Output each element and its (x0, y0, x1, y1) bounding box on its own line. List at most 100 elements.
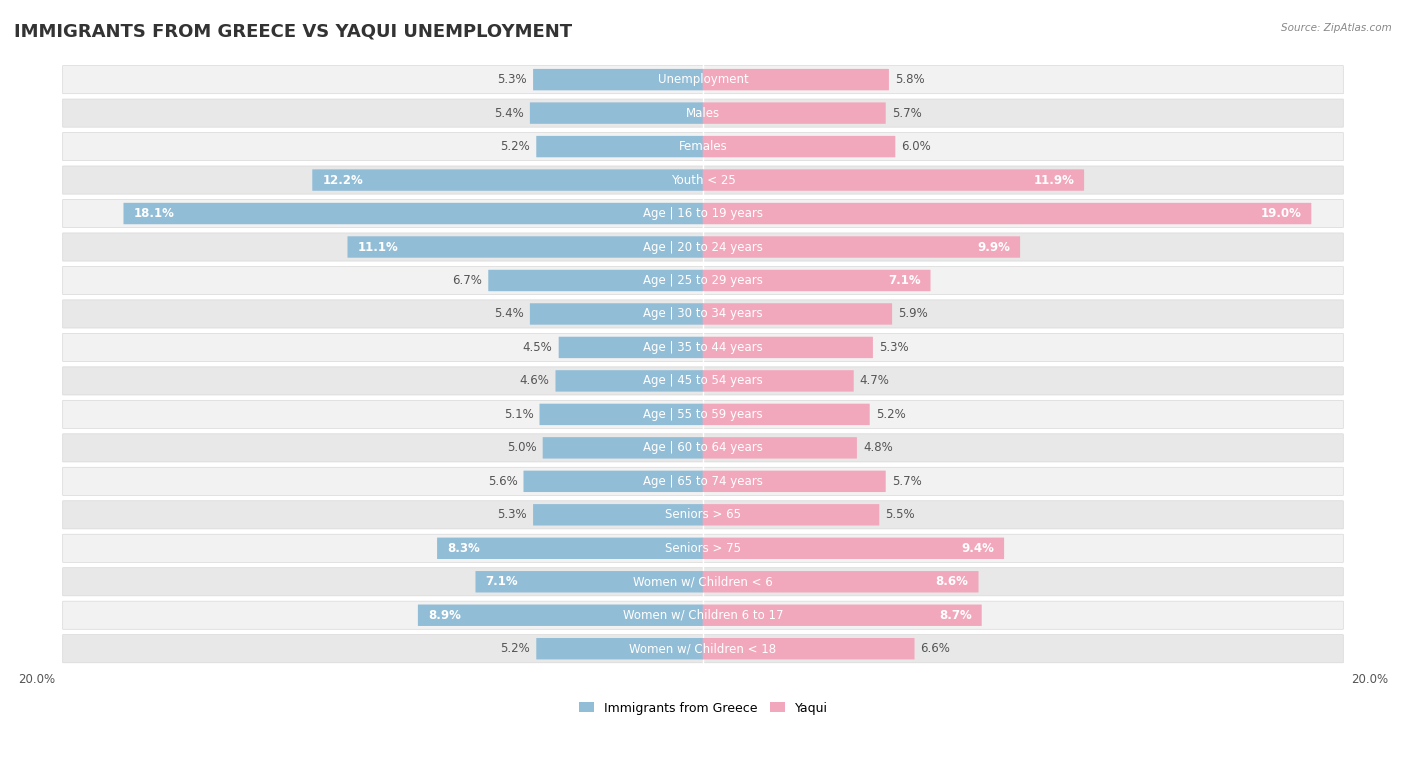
FancyBboxPatch shape (63, 400, 1343, 428)
Text: 6.0%: 6.0% (901, 140, 931, 153)
Text: 5.4%: 5.4% (494, 107, 524, 120)
Text: 5.2%: 5.2% (501, 140, 530, 153)
FancyBboxPatch shape (703, 304, 893, 325)
Text: Age | 65 to 74 years: Age | 65 to 74 years (643, 475, 763, 488)
FancyBboxPatch shape (558, 337, 703, 358)
Text: Seniors > 65: Seniors > 65 (665, 508, 741, 522)
Text: IMMIGRANTS FROM GREECE VS YAQUI UNEMPLOYMENT: IMMIGRANTS FROM GREECE VS YAQUI UNEMPLOY… (14, 23, 572, 41)
Text: 8.9%: 8.9% (427, 609, 461, 621)
Text: Age | 25 to 29 years: Age | 25 to 29 years (643, 274, 763, 287)
Text: Youth < 25: Youth < 25 (671, 173, 735, 186)
FancyBboxPatch shape (543, 437, 703, 459)
FancyBboxPatch shape (703, 136, 896, 157)
Text: 5.4%: 5.4% (494, 307, 524, 320)
Text: Age | 45 to 54 years: Age | 45 to 54 years (643, 375, 763, 388)
FancyBboxPatch shape (63, 266, 1343, 294)
Text: 5.2%: 5.2% (876, 408, 905, 421)
Text: 5.8%: 5.8% (896, 73, 925, 86)
FancyBboxPatch shape (63, 634, 1343, 663)
Text: 18.1%: 18.1% (134, 207, 174, 220)
FancyBboxPatch shape (437, 537, 703, 559)
Text: Unemployment: Unemployment (658, 73, 748, 86)
Text: Source: ZipAtlas.com: Source: ZipAtlas.com (1281, 23, 1392, 33)
FancyBboxPatch shape (63, 467, 1343, 495)
Text: 5.5%: 5.5% (886, 508, 915, 522)
FancyBboxPatch shape (312, 170, 703, 191)
Text: 4.5%: 4.5% (523, 341, 553, 354)
Text: 5.7%: 5.7% (891, 107, 921, 120)
Text: Seniors > 75: Seniors > 75 (665, 542, 741, 555)
Text: 8.3%: 8.3% (447, 542, 479, 555)
Text: 11.9%: 11.9% (1033, 173, 1074, 186)
Text: 9.9%: 9.9% (977, 241, 1010, 254)
Text: Women w/ Children < 6: Women w/ Children < 6 (633, 575, 773, 588)
FancyBboxPatch shape (703, 537, 1004, 559)
FancyBboxPatch shape (703, 370, 853, 391)
Text: 4.6%: 4.6% (520, 375, 550, 388)
Text: 5.9%: 5.9% (898, 307, 928, 320)
FancyBboxPatch shape (124, 203, 703, 224)
Text: 6.7%: 6.7% (453, 274, 482, 287)
FancyBboxPatch shape (475, 571, 703, 593)
Text: 4.8%: 4.8% (863, 441, 893, 454)
Text: 5.1%: 5.1% (503, 408, 533, 421)
Text: 6.6%: 6.6% (921, 642, 950, 656)
FancyBboxPatch shape (63, 99, 1343, 127)
FancyBboxPatch shape (533, 504, 703, 525)
Text: Women w/ Children < 18: Women w/ Children < 18 (630, 642, 776, 656)
Text: Women w/ Children 6 to 17: Women w/ Children 6 to 17 (623, 609, 783, 621)
Text: 20.0%: 20.0% (1351, 673, 1388, 686)
FancyBboxPatch shape (703, 571, 979, 593)
FancyBboxPatch shape (63, 434, 1343, 462)
FancyBboxPatch shape (703, 638, 914, 659)
Text: 8.7%: 8.7% (939, 609, 972, 621)
FancyBboxPatch shape (347, 236, 703, 257)
Text: 5.3%: 5.3% (879, 341, 908, 354)
FancyBboxPatch shape (555, 370, 703, 391)
Text: 12.2%: 12.2% (322, 173, 363, 186)
Text: 19.0%: 19.0% (1261, 207, 1302, 220)
FancyBboxPatch shape (63, 568, 1343, 596)
Legend: Immigrants from Greece, Yaqui: Immigrants from Greece, Yaqui (578, 702, 828, 715)
Text: 20.0%: 20.0% (18, 673, 55, 686)
FancyBboxPatch shape (63, 132, 1343, 160)
FancyBboxPatch shape (703, 269, 931, 291)
FancyBboxPatch shape (63, 200, 1343, 228)
Text: Age | 20 to 24 years: Age | 20 to 24 years (643, 241, 763, 254)
Text: Age | 60 to 64 years: Age | 60 to 64 years (643, 441, 763, 454)
FancyBboxPatch shape (703, 504, 879, 525)
FancyBboxPatch shape (703, 170, 1084, 191)
FancyBboxPatch shape (703, 471, 886, 492)
FancyBboxPatch shape (63, 500, 1343, 529)
FancyBboxPatch shape (418, 605, 703, 626)
FancyBboxPatch shape (540, 403, 703, 425)
FancyBboxPatch shape (703, 605, 981, 626)
Text: 5.2%: 5.2% (501, 642, 530, 656)
Text: 7.1%: 7.1% (889, 274, 921, 287)
FancyBboxPatch shape (63, 166, 1343, 194)
Text: 5.0%: 5.0% (508, 441, 537, 454)
Text: 11.1%: 11.1% (357, 241, 398, 254)
Text: Age | 30 to 34 years: Age | 30 to 34 years (643, 307, 763, 320)
FancyBboxPatch shape (533, 69, 703, 90)
Text: 4.7%: 4.7% (860, 375, 890, 388)
FancyBboxPatch shape (63, 233, 1343, 261)
FancyBboxPatch shape (530, 304, 703, 325)
FancyBboxPatch shape (523, 471, 703, 492)
FancyBboxPatch shape (536, 638, 703, 659)
Text: 5.3%: 5.3% (498, 73, 527, 86)
Text: 8.6%: 8.6% (936, 575, 969, 588)
Text: Age | 35 to 44 years: Age | 35 to 44 years (643, 341, 763, 354)
FancyBboxPatch shape (703, 102, 886, 124)
Text: Age | 16 to 19 years: Age | 16 to 19 years (643, 207, 763, 220)
FancyBboxPatch shape (536, 136, 703, 157)
Text: 7.1%: 7.1% (485, 575, 517, 588)
Text: Males: Males (686, 107, 720, 120)
FancyBboxPatch shape (63, 367, 1343, 395)
Text: Age | 55 to 59 years: Age | 55 to 59 years (643, 408, 763, 421)
FancyBboxPatch shape (703, 236, 1021, 257)
FancyBboxPatch shape (63, 300, 1343, 328)
FancyBboxPatch shape (703, 337, 873, 358)
FancyBboxPatch shape (63, 333, 1343, 362)
Text: Females: Females (679, 140, 727, 153)
